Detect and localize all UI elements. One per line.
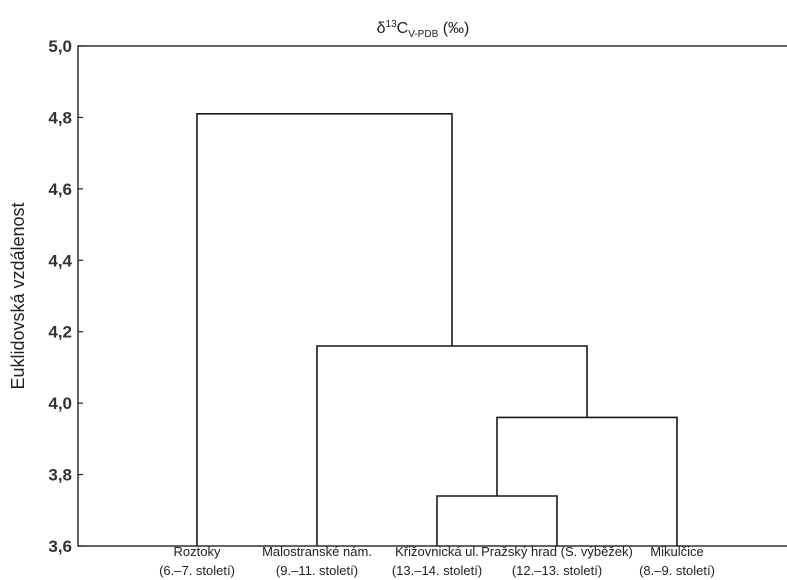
dendrogram-link-m4 xyxy=(196,113,453,546)
y-tick-label: 4,6 xyxy=(48,180,72,199)
leaf-period-roztoky: (6.–7. století) xyxy=(159,563,235,578)
y-tick-label: 4,8 xyxy=(48,108,72,127)
dendrogram-link-m1 xyxy=(436,495,558,546)
plot-frame xyxy=(77,45,787,547)
y-tick-label: 4,2 xyxy=(48,323,72,342)
y-axis-title: Euklidovská vzdálenost xyxy=(8,202,28,389)
leaf-label-roztoky: Roztoky xyxy=(174,544,221,559)
y-tick-label: 3,6 xyxy=(48,537,72,556)
leaf-labels: Roztoky (6.–7. století) Malostranské nám. (… xyxy=(159,544,715,578)
leaf-label-krizovnicka: Křižovnická ul. xyxy=(395,544,479,559)
leaf-period-malostranske: (9.–11. století) xyxy=(276,563,358,578)
y-tick-label: 4,4 xyxy=(48,251,72,270)
leaf-label-mikulcice: Mikulčice xyxy=(650,544,703,559)
y-axis-ticks: 5,0 4,8 4,6 4,4 4,2 4,0 3,8 3,6 xyxy=(48,37,83,556)
y-tick-label: 3,8 xyxy=(48,466,72,485)
leaf-period-mikulcice: (8.–9. století) xyxy=(639,563,715,578)
dendrogram-link-m3 xyxy=(316,345,588,546)
leaf-period-prazsky-hrad: (12.–13. století) xyxy=(512,563,602,578)
leaf-period-krizovnicka: (13.–14. století) xyxy=(392,563,482,578)
chart-title: δ13CV-PDB (‰) xyxy=(377,19,470,40)
y-tick-label: 5,0 xyxy=(48,37,72,56)
dendrogram-links xyxy=(196,113,678,546)
leaf-label-prazsky-hrad: Pražský hrad (S. výběžek) xyxy=(481,544,633,559)
leaf-label-malostranske: Malostranské nám. xyxy=(262,544,372,559)
y-tick-label: 4,0 xyxy=(48,394,72,413)
dendrogram-link-m2 xyxy=(496,416,678,546)
